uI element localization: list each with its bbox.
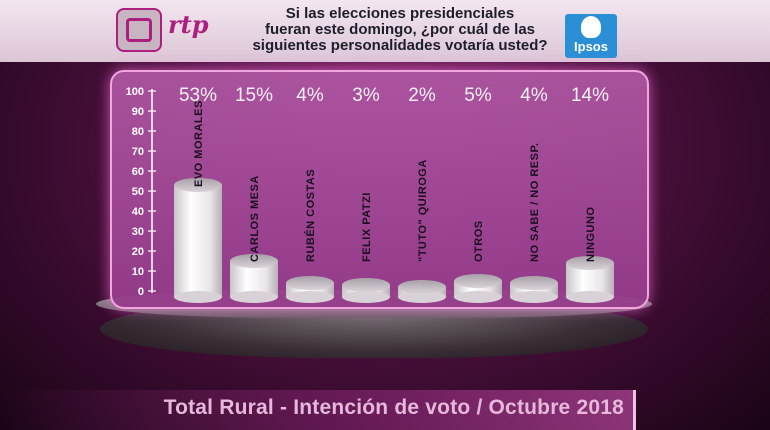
y-tick-label: 20: [132, 246, 144, 258]
value-label: 15%: [235, 85, 273, 106]
y-tick-label: 80: [132, 126, 144, 138]
question-line-2: fueran este domingo, ¿por cuál de las: [264, 21, 536, 38]
rtp-logo: rtp: [110, 6, 230, 56]
value-label: 3%: [352, 85, 380, 106]
bar-cap: [398, 280, 446, 294]
value-label: 5%: [464, 85, 492, 106]
bar-base: [342, 291, 390, 303]
bar-cap: [174, 178, 222, 192]
category-label: EVO MORALES: [193, 100, 205, 187]
header-bar: rtp Si las elecciones presidenciales fue…: [0, 0, 770, 62]
bar-base: [566, 291, 614, 303]
bar-base: [454, 291, 502, 303]
bar: [454, 274, 502, 303]
bar: [398, 280, 446, 303]
bar-base: [510, 291, 558, 303]
bar-base: [174, 291, 222, 303]
category-label: OTROS: [473, 220, 485, 262]
question-line-3: siguientes personalidades votaría usted?: [252, 37, 548, 54]
category-labels-group: EVO MORALES CARLOS MESA RUBÉN COSTAS FELIX …: [193, 100, 597, 262]
bar-cap: [454, 274, 502, 288]
ipsos-logo: Ipsos: [565, 14, 617, 58]
bar-base: [398, 291, 446, 303]
bar-base: [230, 291, 278, 303]
bar: [230, 254, 278, 303]
category-label: NO SABE / NO RESP.: [529, 143, 541, 262]
value-label: 14%: [571, 85, 609, 106]
bar: [510, 276, 558, 303]
y-tick-label: 10: [132, 266, 144, 278]
y-tick-label: 0: [138, 286, 144, 298]
y-tick-label: 70: [132, 146, 144, 158]
bar-cap: [566, 256, 614, 270]
y-tick-label: 30: [132, 226, 144, 238]
y-axis-ticks: 0 10 20 30 40 50 60 70 80 90 100: [126, 86, 156, 298]
footer-accent-bar: [633, 390, 636, 430]
category-label: NINGUNO: [585, 207, 597, 262]
ipsos-logo-text: Ipsos: [574, 39, 608, 54]
y-tick-label: 90: [132, 106, 144, 118]
value-label: 53%: [179, 85, 217, 106]
footer-title: Total Rural - Intención de voto / Octubr…: [163, 396, 624, 419]
bar-cap: [342, 278, 390, 292]
value-label: 4%: [296, 85, 324, 106]
bar-cap: [510, 276, 558, 290]
bar: [286, 276, 334, 303]
bar: [342, 278, 390, 303]
category-label: RUBÉN COSTAS: [304, 169, 317, 262]
rtp-mark-icon: [116, 8, 162, 52]
bar-cap: [286, 276, 334, 290]
y-tick-label: 100: [126, 86, 144, 98]
bar-base: [286, 291, 334, 303]
question-line-1: Si las elecciones presidenciales: [285, 5, 515, 22]
category-label: "TUTO" QUIROGA: [417, 159, 429, 262]
category-label: FELIX PATZI: [361, 192, 373, 262]
value-label: 2%: [408, 85, 436, 106]
footer-band: Total Rural - Intención de voto / Octubr…: [0, 390, 636, 430]
bar-body: [174, 185, 222, 297]
ipsos-glyph-icon: [581, 16, 601, 38]
bars-group: [174, 178, 614, 303]
value-label: 4%: [520, 85, 548, 106]
bar: [566, 256, 614, 303]
y-tick-label: 60: [132, 166, 144, 178]
rtp-logo-text: rtp: [168, 10, 209, 39]
bar: [174, 178, 222, 303]
question-title: Si las elecciones presidenciales fueran …: [230, 6, 570, 54]
y-tick-label: 40: [132, 206, 144, 218]
y-tick-label: 50: [132, 186, 144, 198]
bar-cap: [230, 254, 278, 268]
value-labels-group: 53% 15% 4% 3% 2% 5% 4% 14%: [179, 85, 609, 106]
category-label: CARLOS MESA: [249, 175, 261, 262]
